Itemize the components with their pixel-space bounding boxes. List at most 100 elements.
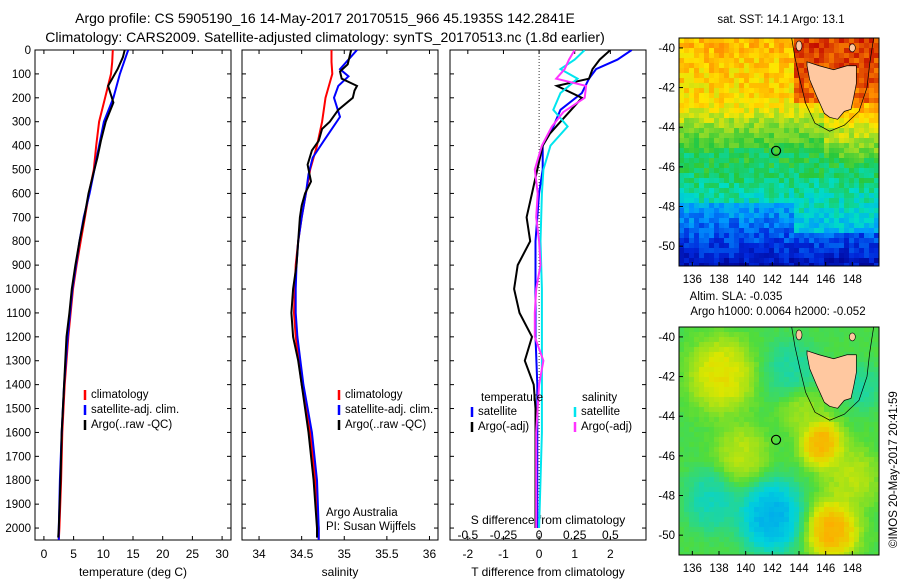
- map-cell: [724, 253, 730, 259]
- map-cell: [839, 452, 845, 458]
- map-cell: [709, 148, 715, 154]
- map-cell: [704, 407, 710, 413]
- map-cell: [859, 233, 865, 239]
- map-cell: [844, 447, 850, 453]
- map-cell: [754, 487, 760, 493]
- map-cell: [794, 123, 800, 129]
- map-cell: [709, 223, 715, 229]
- map-cell: [694, 537, 700, 543]
- map-cell: [709, 522, 715, 528]
- map-cell: [694, 58, 700, 64]
- map-cell: [759, 382, 765, 388]
- map-cell: [719, 532, 725, 538]
- map-cell: [859, 148, 865, 154]
- map-cell: [694, 203, 700, 209]
- map-cell: [834, 337, 840, 343]
- map-cell: [679, 387, 685, 393]
- map-cell: [864, 472, 870, 478]
- map-cell: [719, 352, 725, 358]
- map-cell: [714, 427, 720, 433]
- map-cell: [819, 173, 825, 179]
- map-cell: [689, 507, 695, 513]
- map-cell: [764, 467, 770, 473]
- map-cell: [679, 477, 685, 483]
- map-cell: [729, 193, 735, 199]
- map-cell: [749, 332, 755, 338]
- map-cell: [744, 482, 750, 488]
- map-cell: [684, 68, 690, 74]
- map-cell: [699, 492, 705, 498]
- map-cell: [859, 68, 865, 74]
- map-cell: [839, 512, 845, 518]
- map-cell: [784, 462, 790, 468]
- map-cell: [724, 457, 730, 463]
- map-cell: [789, 357, 795, 363]
- map-cell: [859, 143, 865, 149]
- map-cell: [709, 447, 715, 453]
- map-cell: [694, 178, 700, 184]
- map-cell: [679, 462, 685, 468]
- map-cell: [739, 83, 745, 89]
- map-cell: [774, 68, 780, 74]
- map-cell: [869, 98, 875, 104]
- map-cell: [864, 372, 870, 378]
- map-cell: [684, 223, 690, 229]
- map-cell: [684, 397, 690, 403]
- map-cell: [719, 462, 725, 468]
- map-cell: [844, 517, 850, 523]
- map-cell: [849, 208, 855, 214]
- map-cell: [679, 193, 685, 199]
- map-cell: [684, 542, 690, 548]
- map-cell: [819, 467, 825, 473]
- map-cell: [859, 392, 865, 398]
- map-cell: [739, 417, 745, 423]
- map-cell: [829, 223, 835, 229]
- map-cell: [709, 98, 715, 104]
- map-cell: [729, 402, 735, 408]
- map-cell: [789, 532, 795, 538]
- map-cell: [759, 392, 765, 398]
- map-cell: [854, 103, 860, 109]
- map-cell: [764, 517, 770, 523]
- map-cell: [789, 487, 795, 493]
- map-cell: [779, 43, 785, 49]
- temperature-series-1: [57, 50, 130, 540]
- map-cell: [689, 527, 695, 533]
- map-cell: [844, 118, 850, 124]
- map-cell: [724, 138, 730, 144]
- map-cell: [804, 158, 810, 164]
- map-cell: [779, 352, 785, 358]
- map-cell: [864, 188, 870, 194]
- map-cell: [764, 387, 770, 393]
- map-cell: [779, 347, 785, 353]
- map-cell: [834, 218, 840, 224]
- map-cell: [844, 522, 850, 528]
- map-cell: [799, 208, 805, 214]
- map-cell: [749, 527, 755, 533]
- map-cell: [679, 148, 685, 154]
- map-cell: [749, 188, 755, 194]
- temperature-tick-label: 5: [70, 547, 77, 561]
- map-cell: [849, 123, 855, 129]
- map-cell: [779, 427, 785, 433]
- map-cell: [754, 183, 760, 189]
- map-cell: [759, 447, 765, 453]
- map-cell: [824, 457, 830, 463]
- map-cell: [689, 377, 695, 383]
- map-cell: [709, 422, 715, 428]
- map-cell: [789, 203, 795, 209]
- profile-location-marker: [770, 434, 782, 445]
- map-cell: [844, 342, 850, 348]
- map-cell: [679, 58, 685, 64]
- map-cell: [719, 507, 725, 513]
- map-cell: [829, 522, 835, 528]
- map-cell: [789, 347, 795, 353]
- map-cell: [709, 472, 715, 478]
- map-cell: [859, 477, 865, 483]
- map-cell: [854, 467, 860, 473]
- map-cell: [864, 422, 870, 428]
- map-cell: [814, 248, 820, 254]
- map-cell: [769, 173, 775, 179]
- map-cell: [719, 422, 725, 428]
- map-cell: [714, 258, 720, 264]
